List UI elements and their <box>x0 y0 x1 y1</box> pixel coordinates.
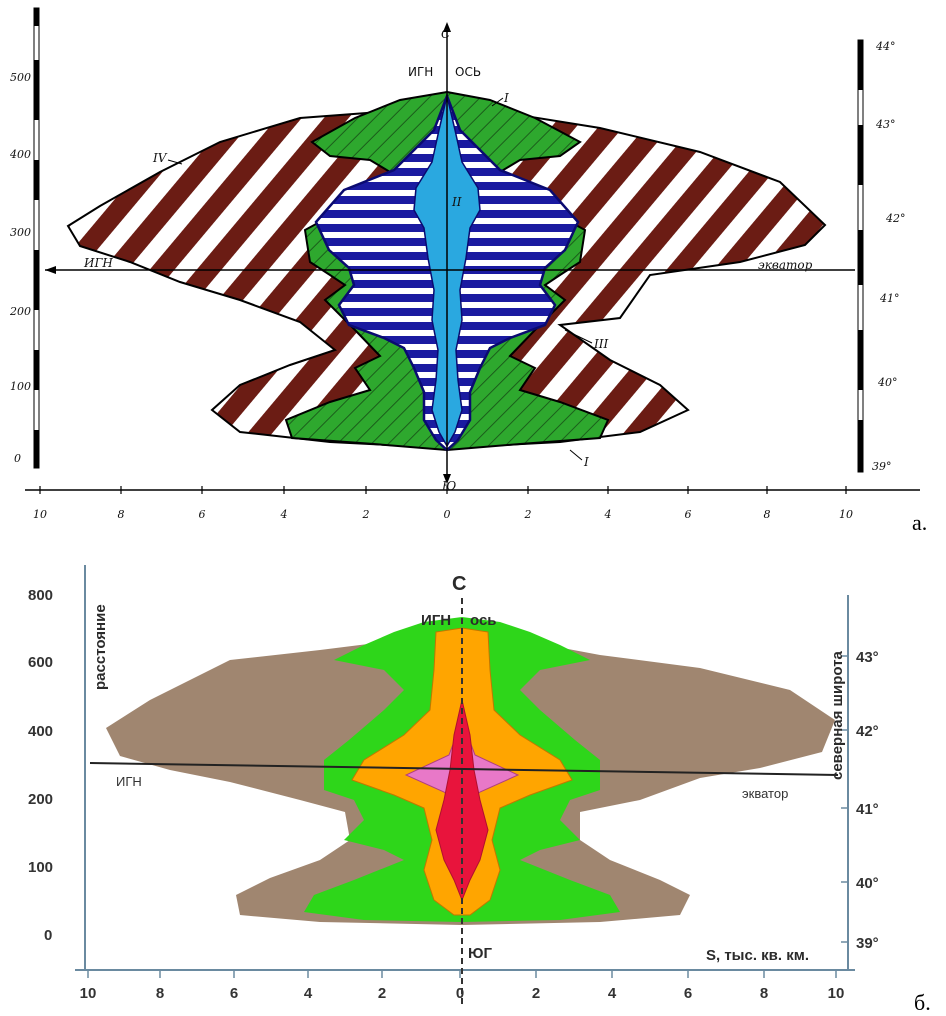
panel-b-left-tick: 200 <box>28 791 53 808</box>
panel-b-left-tick: 400 <box>28 723 53 740</box>
panel-b-bottom-tick: 6 <box>230 985 238 1002</box>
panel-b-left-tick: 600 <box>28 654 53 671</box>
panel-a-bottom-tick: 8 <box>118 508 125 521</box>
panel-b-axis-label: ось <box>470 612 497 629</box>
panel-a-bottom-tick: 6 <box>685 508 692 521</box>
panel-a-label: а. <box>912 510 927 535</box>
panel-a-right-tick: 44° <box>875 40 896 53</box>
panel-b-north-label: С <box>452 573 466 595</box>
panel-a-equator-arrow-icon <box>45 266 56 274</box>
panel-a-south-label: Ю <box>441 479 456 493</box>
panel-a-zone-label-iii: III <box>593 337 608 351</box>
panel-b-equator-label: экватор <box>742 786 788 801</box>
panel-b-bottom-tick: 2 <box>378 985 386 1002</box>
panel-a-zone-label-ii: II <box>451 195 462 209</box>
panel-b-south-label: ЮГ <box>468 945 492 962</box>
panel-b-bottom-tick: 0 <box>456 985 464 1002</box>
panel-a-left-tick: 400 <box>9 148 31 161</box>
panel-a-bottom-tick: 0 <box>444 508 451 521</box>
panel-b-y2label: северная широта <box>829 650 846 780</box>
panel-b-ign-top-label: ИГН <box>421 612 451 629</box>
panel-a-zone-label-i-bottom: I <box>583 455 589 469</box>
panel-a-bottom-tick: 10 <box>839 508 853 521</box>
panel-b-left-tick: 100 <box>28 859 53 876</box>
panel-b-right-tick: 40° <box>856 875 879 892</box>
panel-a-zone-label-iv: IV <box>152 151 168 165</box>
panel-b-bottom-tick: 6 <box>684 985 692 1002</box>
panel-a-right-tick: 42° <box>885 212 906 225</box>
panel-a-right-scale-bar <box>857 39 864 473</box>
panel-b-bottom-tick: 4 <box>304 985 313 1002</box>
panel-a-bottom-tick: 10 <box>33 508 47 521</box>
panel-b-bottom-tick: 2 <box>532 985 540 1002</box>
panel-b-bottom-tick: 8 <box>760 985 768 1002</box>
panel-a-bottom-tick: 6 <box>199 508 206 521</box>
panel-b-bottom-tick: 10 <box>828 985 845 1002</box>
panel-a-right-tick: 41° <box>879 292 900 305</box>
panel-a-left-tick: 300 <box>10 226 31 239</box>
panel-b-right-tick: 42° <box>856 723 879 740</box>
panel-b-equator-line <box>89 762 839 776</box>
panel-a-equator-label: экватор <box>758 258 813 272</box>
panel-a-north-arrow-icon <box>443 22 451 32</box>
panel-a-bottom-tick: 2 <box>524 508 532 521</box>
panel-a-right-tick: 40° <box>877 376 898 389</box>
panel-b-bottom-tick: 4 <box>608 985 617 1002</box>
panel-b-bottom-tick: 8 <box>156 985 164 1002</box>
panel-b-xlabel: S, тыс. кв. км. <box>706 947 809 964</box>
panel-a-left-tick: 100 <box>10 380 31 393</box>
panel-b-label: б. <box>914 990 931 1015</box>
panel-a-zone-label-i-top: I <box>503 91 509 105</box>
panel-a-left-scale-bar <box>33 7 40 469</box>
panel-a-bottom-tick: 8 <box>764 508 771 521</box>
panel-a-bottom-ticks: 10 8 6 4 2 0 2 4 6 8 10 <box>33 486 853 521</box>
panel-b-right-tick: 43° <box>856 649 879 666</box>
panel-b: С ИГН ось ЮГ ИГН экватор расстояние севе… <box>28 565 931 1015</box>
panel-a-bottom-tick: 4 <box>280 508 288 521</box>
panel-a-right-tick: 43° <box>875 118 896 131</box>
panel-b-right-tick: 41° <box>856 801 879 818</box>
panel-b-bottom-tick: 10 <box>80 985 97 1002</box>
panel-a-ign-top-label: ИГН <box>408 65 433 79</box>
panel-b-left-tick: 800 <box>28 587 53 604</box>
panel-a-left-tick: 200 <box>9 305 31 318</box>
panel-b-ylabel: расстояние <box>92 604 109 690</box>
panel-a-bottom-tick: 2 <box>362 508 370 521</box>
panel-a-axis-label: ОСЬ <box>455 65 481 79</box>
panel-a-ign-left-label: ИГН <box>83 256 113 270</box>
panel-b-right-tick: 39° <box>856 935 879 952</box>
panel-b-ign-left-label: ИГН <box>116 774 142 789</box>
panel-a-right-tick: 39° <box>872 460 892 473</box>
panel-b-left-tick: 0 <box>44 927 52 944</box>
panel-a-left-tick: 0 <box>14 452 21 465</box>
panel-a-bottom-tick: 4 <box>604 508 612 521</box>
panel-a-north-label: С <box>441 27 450 41</box>
panel-b-bottom-ticks: 10 8 6 4 2 0 2 4 6 8 10 <box>80 970 845 1002</box>
panel-a-left-tick: 500 <box>10 71 31 84</box>
panel-a-south-arrow-icon <box>443 474 451 484</box>
panel-a: С Ю ИГН ОСЬ ИГН экватор I II III IV I 50… <box>9 7 927 535</box>
